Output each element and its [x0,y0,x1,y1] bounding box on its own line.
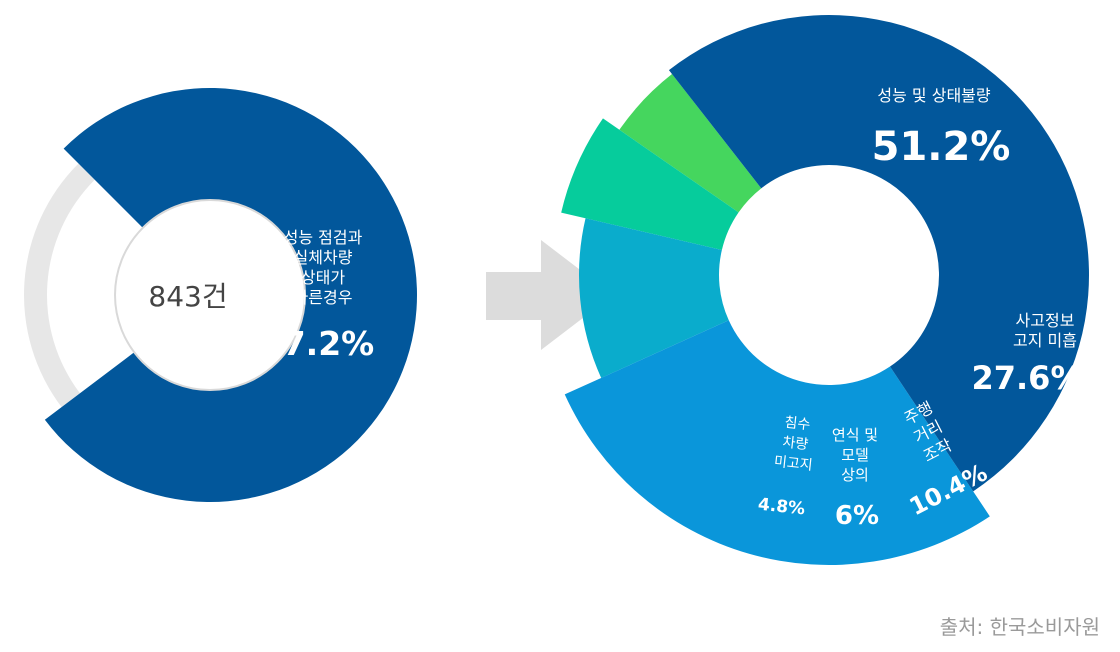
slice-label-line: 연식 및 [832,426,878,444]
slice-label-line: 침수 [784,415,811,434]
slice-value: 4.8% [757,495,806,520]
slice-label: 침수차량미고지 [773,414,817,474]
slice-label-line: 고지 미흡 [1013,331,1077,350]
center-disk [114,199,306,391]
slice-performance [668,14,1090,492]
slice-label-line: 다른경우 [294,288,353,307]
slice-label-line: 차량 [782,435,809,454]
slice-accident-info [564,320,990,565]
slice-value: 51.2% [872,124,1011,170]
slice-label: 성능 및 상태불량 [877,86,990,105]
slice-model-year [561,118,739,251]
slice-value: 77.2% [260,324,375,363]
slice-mismatch [44,88,417,503]
slice-label-line: 성능 점검과 [284,228,363,247]
slice-label: 사고정보 고지 미흡 [1013,311,1077,350]
slice-label-line: 성능 및 상태불량 [877,86,990,105]
slice-label-line: 모델 [841,446,869,464]
donut-chart-total: 843건 성능 점검과 실체차량 상태가 다른경우 77.2% [24,88,417,503]
slice-label-line: 상의 [841,466,869,484]
slice-label-line: 실체차량 [294,248,353,267]
slice-mileage [579,218,729,378]
slice-label: 성능 점검과 실체차량 상태가 다른경우 [284,228,363,307]
slice-label-line: 미고지 [773,454,813,474]
slice-remainder [24,163,95,408]
slice-label-line: 사고정보 [1016,311,1075,330]
source-note: 출처: 한국소비자원 [939,615,1100,639]
slice-flood [619,74,762,213]
slice-value: 6% [835,501,879,531]
center-label: 843건 [148,280,227,313]
right-arrow-icon [486,240,613,350]
slice-label-line: 상태가 [301,268,345,287]
slice-value: 27.6% [971,359,1082,397]
